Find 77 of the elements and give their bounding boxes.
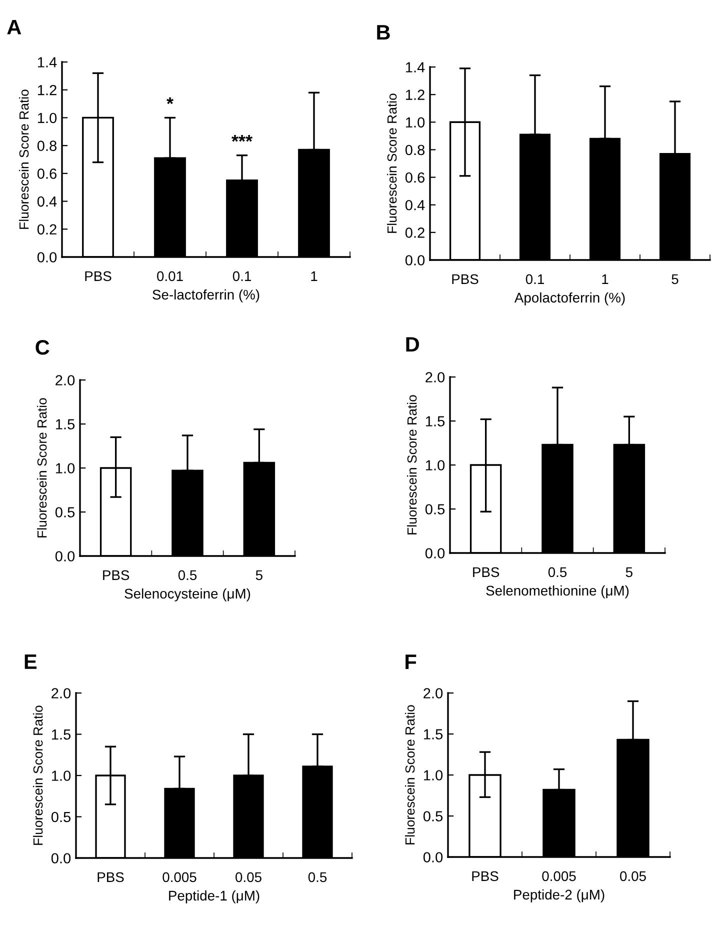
y-tick-label: 1.0 [426,460,445,470]
x-axis-title: Apolactoferrin (%) [514,292,625,306]
x-tick-label: PBS [472,871,498,882]
y-tick-label: 1.0 [38,112,57,124]
y-tick-label: 1.4 [38,57,57,68]
x-tick-label: 1 [311,271,318,281]
y-tick-label: 0.8 [37,140,57,151]
x-tick-label: 0.1 [526,274,544,284]
x-tick-label: 5 [626,567,632,578]
x-axis-title: Selenomethionine (μM) [486,585,629,598]
x-tick-label: 0.005 [162,872,196,882]
annotation: *** [232,134,253,142]
y-tick-label: 1.5 [56,419,75,430]
x-tick-label: 0.05 [236,872,262,882]
x-axis-title: Peptide-2 (μM) [514,889,604,902]
x-tick-label: 0.005 [542,871,576,882]
y-tick-label: 1.0 [406,117,425,128]
x-axis-title: Selenocysteine (μM) [124,588,250,602]
x-tick-label: 0.5 [308,872,327,882]
y-axis-title: Fluorescein Score Ratio [19,90,29,229]
y-axis-title: Fluorescein Score Ratio [387,94,397,233]
y-tick-label: 1.5 [424,729,443,740]
x-tick-label: PBS [98,872,124,882]
x-tick-label: 0.5 [548,567,567,578]
x-tick-label: 0.05 [620,871,646,882]
y-axis-title: Fluorescein Score Ratio [405,705,415,844]
y-axis-title: Fluorescein Score Ratio [407,395,417,534]
y-axis-title: Fluorescein Score Ratio [37,398,47,538]
y-tick-label: 0.8 [405,144,425,156]
x-tick-label: PBS [473,567,500,578]
x-tick-label: 0.5 [178,570,197,580]
y-tick-label: 2.0 [56,375,75,386]
y-tick-label: 0.0 [423,852,443,862]
y-tick-label: 0.2 [405,228,424,238]
y-tick-label: 0.5 [425,504,445,514]
y-tick-label: 1.0 [424,770,443,780]
y-tick-label: 0.6 [405,172,424,183]
y-tick-label: 0.6 [37,168,56,179]
x-tick-label: 5 [672,274,678,284]
y-tick-label: 1.5 [52,730,71,740]
y-tick-label: 0.0 [55,551,75,562]
y-tick-label: 0.4 [405,200,425,210]
x-axis-title: Peptide-1 (μM) [169,890,260,904]
y-tick-label: 2.0 [52,688,71,698]
chart-title: A [7,20,22,34]
chart-title: B [377,25,390,40]
y-axis-title: Fluorescein Score Ratio [33,706,43,845]
y-tick-label: 1.5 [426,416,445,426]
y-tick-label: 0.0 [37,252,57,262]
y-tick-label: 0.2 [37,224,56,235]
y-tick-label: 1.0 [52,770,71,781]
annotation: * [166,97,174,104]
x-tick-label: PBS [85,271,112,282]
x-tick-label: PBS [452,274,478,284]
y-tick-label: 0.5 [423,811,443,822]
chart-title: C [36,340,50,355]
chart-title: D [406,337,420,352]
y-tick-label: 2.0 [424,688,443,698]
y-tick-label: 1.2 [406,90,424,100]
x-tick-label: 1 [602,274,608,284]
chart-title: F [406,654,416,669]
x-tick-label: PBS [103,570,130,580]
y-tick-label: 0.5 [51,812,71,822]
x-tick-label: 0.01 [157,271,183,282]
y-tick-label: 0.5 [55,507,75,518]
y-tick-label: 1.2 [38,84,56,96]
x-axis-title: Se-lactoferrin (%) [152,289,260,302]
y-tick-label: 1.0 [56,463,75,474]
y-tick-label: 0.4 [37,196,57,207]
y-tick-label: 2.0 [426,372,445,382]
y-tick-label: 1.4 [406,62,425,72]
x-tick-label: 5 [256,570,262,580]
x-tick-label: 0.1 [232,271,251,282]
y-tick-label: 0.0 [51,853,71,864]
chart-title: E [24,654,37,669]
y-tick-label: 0.0 [405,255,425,266]
y-tick-label: 0.0 [425,548,445,558]
